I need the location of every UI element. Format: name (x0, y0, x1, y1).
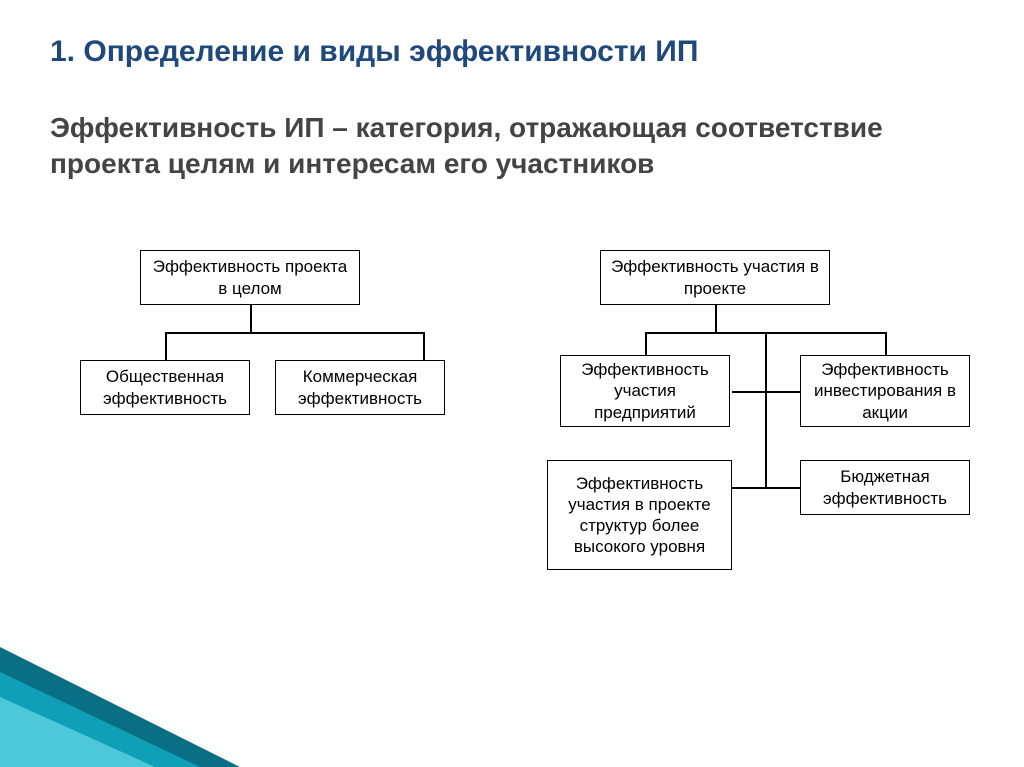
edge (250, 305, 252, 332)
edge (645, 332, 647, 355)
slide-title: 1. Определение и виды эффективности ИП (50, 35, 698, 69)
node-label: Эффективность участия предприятий (569, 359, 721, 423)
node-right-c: Эффективность участия в проекте структур… (547, 460, 732, 570)
node-left-b: Коммерческая эффективность (275, 360, 445, 415)
node-left-a: Общественная эффективность (80, 360, 250, 415)
node-label: Эффективность участия в проекте (609, 256, 821, 299)
decorative-corner (0, 697, 155, 767)
node-label: Эффективность участия в проекте структур… (556, 473, 723, 558)
edge (765, 332, 767, 488)
node-label: Общественная эффективность (89, 366, 241, 409)
node-label: Эффективность проекта в целом (149, 256, 351, 299)
edge (165, 332, 167, 360)
node-left-root: Эффективность проекта в целом (140, 250, 360, 305)
edge (423, 332, 425, 360)
node-right-b: Эффективность инвестирования в акции (800, 355, 970, 427)
node-right-a: Эффективность участия предприятий (560, 355, 730, 427)
node-right-d: Бюджетная эффективность (800, 460, 970, 515)
node-label: Коммерческая эффективность (284, 366, 436, 409)
edge (732, 487, 800, 489)
edge (165, 332, 425, 334)
node-label: Эффективность инвестирования в акции (809, 359, 961, 423)
edge (885, 332, 887, 355)
node-right-root: Эффективность участия в проекте (600, 250, 830, 305)
node-label: Бюджетная эффективность (809, 466, 961, 509)
hierarchy-diagram: Эффективность проекта в целом Общественн… (0, 250, 1024, 700)
slide-subtitle: Эффективность ИП – категория, отражающая… (50, 110, 950, 183)
edge (715, 305, 717, 332)
edge (732, 391, 800, 393)
